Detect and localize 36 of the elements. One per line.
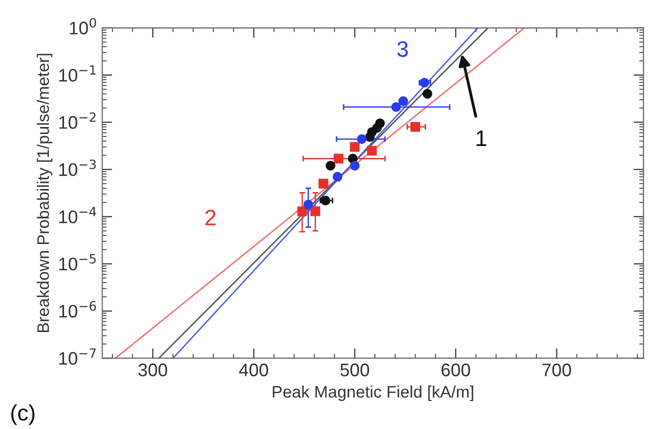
point	[356, 134, 367, 144]
x-tick-label: 300	[138, 364, 168, 376]
point	[410, 122, 420, 132]
point	[350, 142, 360, 152]
y-tick-label: 10$^{−1}$	[59, 65, 96, 82]
point	[334, 154, 344, 164]
point	[422, 88, 432, 99]
y-tick-label: 10$^{−7}$	[59, 348, 96, 365]
x-tick-label: 500	[340, 364, 370, 376]
annotation: 3	[397, 41, 408, 57]
x-tick-label: 700	[542, 364, 572, 376]
point	[391, 102, 401, 112]
point	[350, 160, 360, 171]
point	[303, 200, 314, 210]
point	[326, 160, 336, 171]
point	[398, 96, 408, 106]
point	[297, 206, 308, 216]
annotation: 1	[476, 130, 486, 146]
point	[367, 146, 377, 156]
y-axis-title: Breakdown Probability [1/pulse/meter]	[36, 54, 52, 332]
x-axis-title: Peak Magnetic Field [kA/m]	[272, 385, 474, 401]
y-tick-label: 10$^{−6}$	[59, 301, 96, 318]
x-tick-label: 600	[442, 364, 470, 376]
point	[332, 172, 342, 182]
y-tick-label: 10$^{−3}$	[59, 160, 96, 176]
y-tick-label: 10$^{0}$	[70, 18, 96, 34]
point	[365, 132, 375, 142]
point	[310, 206, 320, 216]
y-tick-label: 10$^{−4}$	[59, 206, 96, 224]
y-tick-label: 10$^{−2}$	[59, 112, 96, 129]
annotation: 2	[205, 210, 216, 226]
point	[318, 178, 328, 189]
point	[320, 196, 330, 206]
x-tick-label: 400	[239, 364, 268, 376]
text: (c)	[11, 404, 34, 426]
y-tick-label: 10$^{−5}$	[59, 254, 96, 270]
